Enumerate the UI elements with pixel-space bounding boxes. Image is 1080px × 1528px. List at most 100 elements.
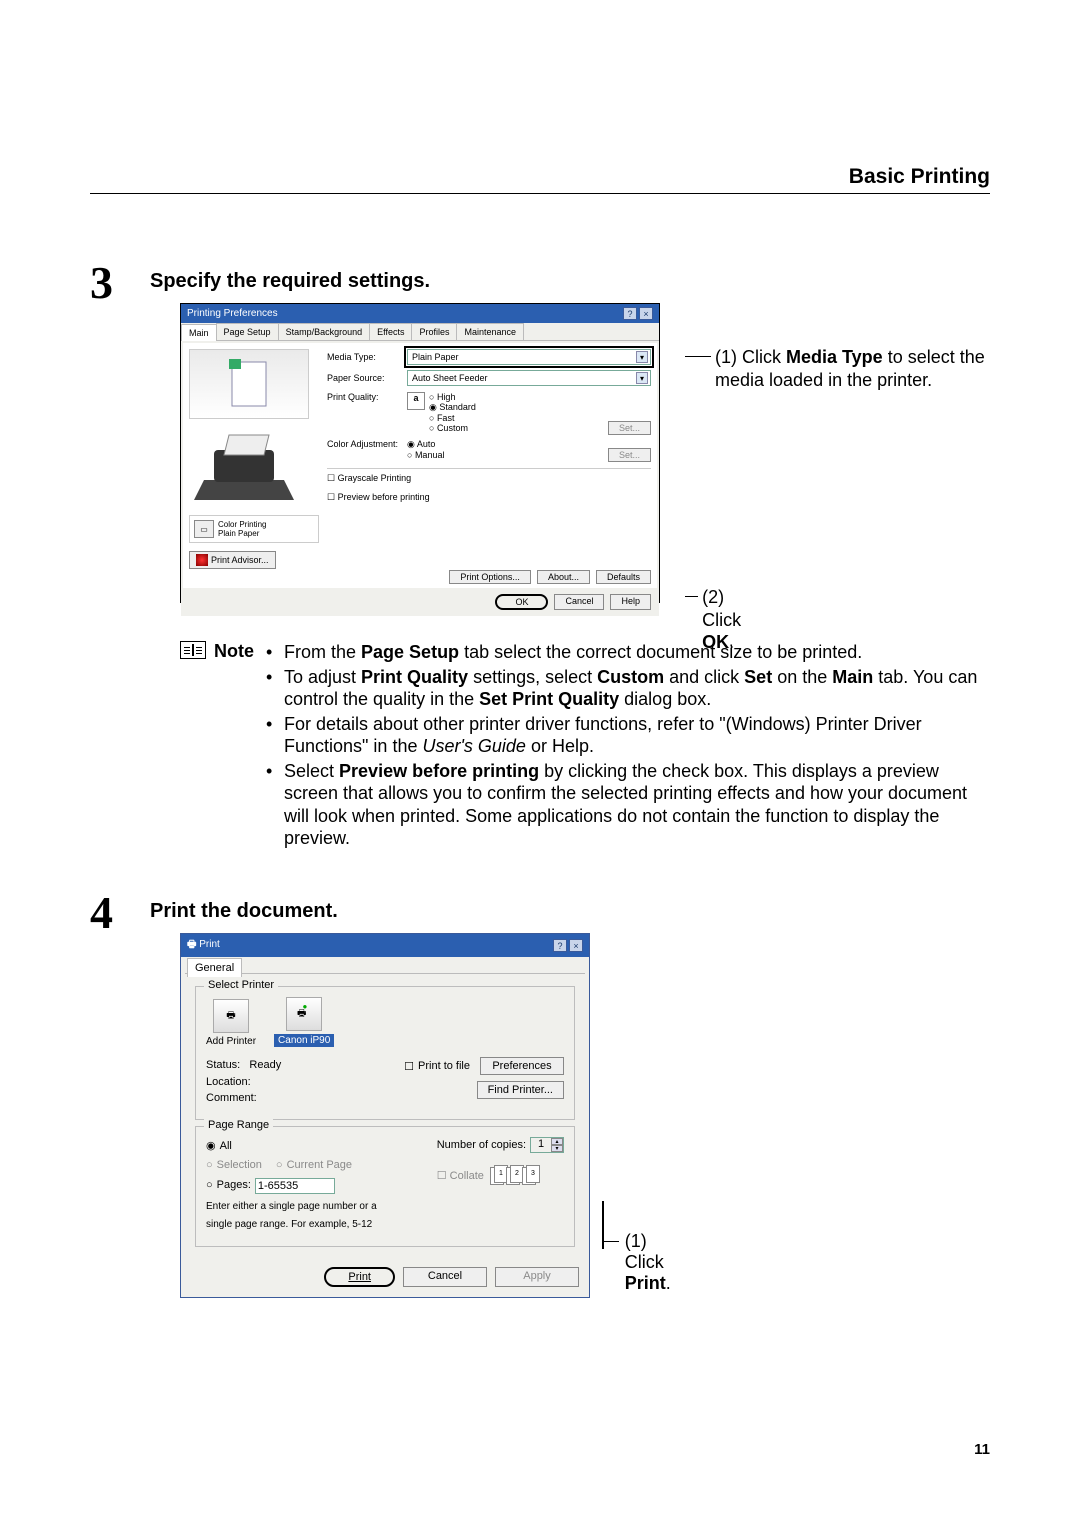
copies-input[interactable]: 1 ▴▾: [530, 1137, 564, 1153]
chevron-down-icon: ▾: [636, 351, 648, 363]
preferences-button[interactable]: Preferences: [480, 1057, 564, 1075]
note-item: •For details about other printer driver …: [266, 713, 990, 758]
callout-2-pre: (2) Click: [702, 587, 741, 630]
range-current: ○ Current Page: [276, 1156, 352, 1176]
apply-button: Apply: [495, 1267, 579, 1287]
status-value: Ready: [249, 1059, 281, 1071]
step-4: 4 Print the document. 🖶 Print ? × Genera…: [90, 850, 990, 1298]
callout-print-post: .: [666, 1273, 671, 1293]
quality-custom[interactable]: ○ Custom: [429, 423, 468, 433]
select-printer-group: Select Printer 🖶 Add Printer 🖶● Canon iP…: [195, 986, 575, 1120]
comment-label: Comment:: [206, 1090, 281, 1107]
tab-stamp[interactable]: Stamp/Background: [278, 323, 371, 340]
tab-page-setup[interactable]: Page Setup: [216, 323, 279, 340]
print-advisor-label: Print Advisor...: [211, 555, 269, 565]
callout-1-bold: Media Type: [786, 347, 883, 367]
collate-icon: 11 22 33: [490, 1165, 536, 1187]
printer-image: [189, 425, 309, 515]
tab-main[interactable]: Main: [181, 324, 217, 341]
range-selection: ○ Selection: [206, 1156, 262, 1176]
quality-icon: a: [407, 392, 425, 410]
paper-source-combo[interactable]: Auto Sheet Feeder ▾: [407, 370, 651, 386]
print-quality-label: Print Quality:: [327, 392, 407, 402]
range-hint: Enter either a single page number or a s…: [206, 1198, 396, 1234]
note-block: Note •From the Page Setup tab select the…: [180, 641, 990, 852]
print-advisor-button[interactable]: Print Advisor...: [189, 551, 276, 569]
tab-profiles[interactable]: Profiles: [411, 323, 457, 340]
dialog1-tabs: Main Page Setup Stamp/Background Effects…: [181, 323, 659, 341]
ok-button[interactable]: OK: [495, 594, 548, 610]
color-adjust-label: Color Adjustment:: [327, 439, 407, 449]
profile-line1: Color Printing: [218, 520, 266, 529]
note-item: •To adjust Print Quality settings, selec…: [266, 666, 990, 711]
header-rule: [90, 193, 990, 194]
media-type-combo[interactable]: Plain Paper ▾: [407, 349, 651, 365]
quality-standard[interactable]: ◉ Standard: [429, 402, 476, 412]
step-3: 3 Specify the required settings. Printin…: [90, 220, 990, 852]
quality-fast[interactable]: ○ Fast: [429, 413, 454, 423]
add-printer-icon[interactable]: 🖶 Add Printer: [206, 999, 256, 1047]
copies-label: Number of copies:: [437, 1139, 526, 1151]
note-icon: [180, 641, 206, 659]
cancel-button[interactable]: Cancel: [403, 1267, 487, 1287]
print-button[interactable]: Print: [324, 1267, 395, 1287]
find-printer-button[interactable]: Find Printer...: [477, 1081, 564, 1099]
tab-effects[interactable]: Effects: [369, 323, 412, 340]
range-all[interactable]: ◉ All: [206, 1137, 396, 1157]
section-header: Basic Printing: [849, 165, 990, 189]
media-type-label: Media Type:: [327, 352, 407, 362]
page-range-group: Page Range ◉ All ○ Selection ○ Current P…: [195, 1126, 575, 1247]
color-set-button[interactable]: Set...: [608, 448, 651, 462]
printing-preferences-dialog: Printing Preferences ? × Main Page Setup…: [180, 303, 660, 603]
step-4-title: Print the document.: [150, 900, 990, 923]
defaults-button[interactable]: Defaults: [596, 570, 651, 584]
dialog2-title: 🖶 Print: [187, 937, 220, 954]
color-manual[interactable]: ○ Manual: [407, 450, 444, 460]
callout-print: (1) Click Print.: [602, 1241, 686, 1294]
media-type-value: Plain Paper: [412, 352, 459, 362]
range-pages[interactable]: ○ Pages:: [206, 1176, 396, 1196]
callout-2-post: .: [729, 632, 734, 652]
chevron-down-icon: ▾: [636, 372, 648, 384]
tab-maintenance[interactable]: Maintenance: [456, 323, 524, 340]
pages-input[interactable]: [255, 1178, 335, 1194]
select-printer-legend: Select Printer: [204, 979, 278, 991]
print-dialog: 🖶 Print ? × General Select Printer: [180, 933, 590, 1298]
location-label: Location:: [206, 1074, 281, 1091]
grayscale-checkbox[interactable]: ☐ Grayscale Printing: [327, 473, 411, 483]
print-to-file-checkbox[interactable]: ☐ Print to file: [404, 1060, 470, 1073]
quality-high[interactable]: ○ High: [429, 392, 455, 402]
selected-printer-icon[interactable]: 🖶● Canon iP90: [274, 997, 334, 1047]
page-range-legend: Page Range: [204, 1119, 273, 1131]
callout-1: (1) Click Media Type to select the media…: [685, 346, 1011, 391]
about-button[interactable]: About...: [537, 570, 590, 584]
page-number: 11: [974, 1441, 990, 1458]
callout-print-pre: (1) Click: [625, 1231, 664, 1272]
note-item: •From the Page Setup tab select the corr…: [266, 641, 990, 664]
quality-set-button[interactable]: Set...: [608, 421, 651, 435]
close-icon[interactable]: ×: [639, 307, 653, 320]
cancel-button[interactable]: Cancel: [554, 594, 604, 610]
callout-2-bold: OK: [702, 632, 729, 652]
note-label: Note: [214, 641, 254, 852]
step-3-title: Specify the required settings.: [150, 270, 990, 293]
profile-box: ▭ Color Printing Plain Paper: [189, 515, 319, 543]
close-icon[interactable]: ×: [569, 939, 583, 952]
callout-print-bold: Print: [625, 1273, 666, 1293]
collate-checkbox: ☐ Collate: [437, 1169, 484, 1182]
help-button[interactable]: Help: [610, 594, 651, 610]
paper-source-label: Paper Source:: [327, 373, 407, 383]
help-icon[interactable]: ?: [553, 939, 567, 952]
profile-line2: Plain Paper: [218, 529, 259, 538]
note-item: •Select Preview before printing by click…: [266, 760, 990, 850]
preview-checkbox[interactable]: ☐ Preview before printing: [327, 492, 430, 503]
note-list: •From the Page Setup tab select the corr…: [266, 641, 990, 850]
status-label: Status:: [206, 1059, 240, 1071]
page-preview: [189, 349, 309, 419]
paper-source-value: Auto Sheet Feeder: [412, 373, 488, 383]
tab-general[interactable]: General: [187, 958, 242, 977]
print-options-button[interactable]: Print Options...: [449, 570, 531, 584]
help-icon[interactable]: ?: [623, 307, 637, 320]
color-auto[interactable]: ◉ Auto: [407, 439, 435, 449]
dialog1-title: Printing Preferences: [187, 308, 278, 319]
